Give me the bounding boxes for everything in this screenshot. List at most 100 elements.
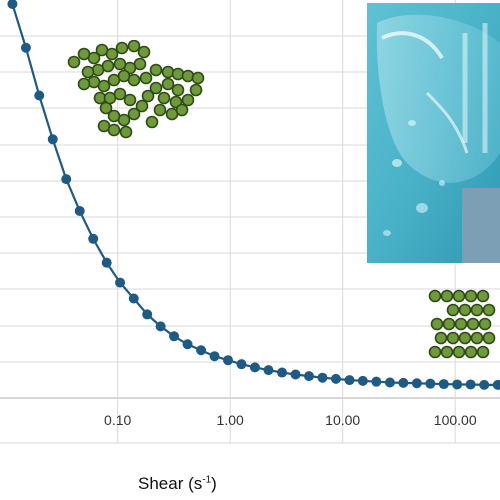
tangled-polymer-illustration bbox=[67, 40, 205, 139]
data-point bbox=[88, 233, 99, 244]
polymer-bead bbox=[115, 41, 129, 55]
data-point bbox=[465, 379, 476, 390]
data-point bbox=[317, 372, 328, 383]
data-point bbox=[492, 379, 500, 390]
polymer-bead bbox=[141, 89, 155, 103]
polymer-bead bbox=[428, 289, 442, 303]
polymer-bead bbox=[77, 77, 91, 91]
polymer-bead bbox=[149, 81, 163, 95]
polymer-bead bbox=[137, 45, 151, 59]
polymer-bead bbox=[464, 289, 478, 303]
data-point bbox=[277, 367, 288, 378]
x-axis-label-close: ) bbox=[211, 474, 217, 493]
polymer-bead bbox=[482, 303, 496, 317]
data-point bbox=[20, 42, 31, 53]
x-tick-label: 10.00 bbox=[325, 412, 361, 428]
data-point bbox=[74, 205, 85, 216]
polymer-bead bbox=[470, 303, 484, 317]
polymer-bead bbox=[161, 65, 175, 79]
polymer-bead bbox=[81, 65, 95, 79]
polymer-bead bbox=[440, 345, 454, 359]
polymer-bead bbox=[458, 303, 472, 317]
polymer-bead bbox=[97, 79, 111, 93]
polymer-bead bbox=[466, 317, 480, 331]
x-tick-label: 100.00 bbox=[433, 412, 477, 428]
data-point bbox=[438, 379, 449, 390]
x-axis-label-exponent: -1 bbox=[202, 474, 212, 486]
data-point bbox=[263, 365, 274, 376]
polymer-bead bbox=[153, 103, 167, 117]
series-points bbox=[7, 0, 500, 390]
polymer-bead bbox=[171, 67, 185, 81]
polymer-bead bbox=[127, 40, 141, 53]
polymer-bead bbox=[113, 87, 127, 101]
polymer-bead bbox=[458, 331, 472, 345]
data-point bbox=[142, 309, 153, 320]
data-point bbox=[169, 331, 180, 342]
polymer-bead bbox=[452, 345, 466, 359]
data-point bbox=[290, 369, 301, 380]
polymer-bead bbox=[452, 289, 466, 303]
polymer-bead bbox=[446, 331, 460, 345]
polymer-bead bbox=[454, 317, 468, 331]
data-point bbox=[223, 355, 234, 366]
data-point bbox=[330, 373, 341, 384]
polymer-bead bbox=[476, 289, 490, 303]
polymer-bead bbox=[434, 331, 448, 345]
data-point bbox=[155, 321, 166, 332]
polymer-bead bbox=[119, 125, 133, 139]
gel-bottle-photo bbox=[367, 3, 500, 263]
data-point bbox=[47, 134, 58, 145]
polymer-bead bbox=[161, 77, 175, 91]
x-axis-label: Shear (s-1) bbox=[138, 474, 217, 494]
polymer-bead bbox=[135, 99, 149, 113]
x-axis-label-text: Shear (s bbox=[138, 474, 203, 493]
data-point bbox=[425, 378, 436, 389]
polymer-bead bbox=[123, 93, 137, 107]
polymer-bead bbox=[476, 345, 490, 359]
polymer-bead bbox=[440, 289, 454, 303]
data-point bbox=[7, 0, 18, 9]
polymer-bead bbox=[191, 71, 205, 85]
data-point bbox=[357, 375, 368, 386]
x-tick-label: 1.00 bbox=[216, 412, 244, 428]
data-point bbox=[249, 362, 260, 373]
data-point bbox=[196, 345, 207, 356]
data-point bbox=[236, 359, 247, 370]
data-point bbox=[34, 90, 45, 101]
polymer-bead bbox=[149, 63, 163, 77]
data-point bbox=[115, 277, 126, 288]
data-point bbox=[384, 377, 395, 388]
polymer-bead bbox=[428, 345, 442, 359]
polymer-bead bbox=[139, 71, 153, 85]
data-point bbox=[128, 293, 139, 304]
data-point bbox=[411, 378, 422, 389]
polymer-bead bbox=[482, 331, 496, 345]
polymer-bead bbox=[127, 73, 141, 87]
polymer-bead bbox=[165, 107, 179, 121]
polymer-bead bbox=[145, 115, 159, 129]
polymer-bead bbox=[127, 107, 141, 121]
polymer-bead bbox=[430, 317, 444, 331]
polymer-bead bbox=[478, 317, 492, 331]
polymer-bead bbox=[107, 109, 121, 123]
polymer-bead bbox=[464, 345, 478, 359]
polymer-bead bbox=[189, 83, 203, 97]
polymer-bead bbox=[181, 93, 195, 107]
polymer-bead bbox=[87, 51, 101, 65]
data-point bbox=[101, 257, 112, 268]
data-point bbox=[452, 379, 463, 390]
data-point bbox=[344, 375, 355, 386]
x-tick-label: 0.10 bbox=[104, 412, 132, 428]
data-point bbox=[182, 339, 193, 350]
aligned-polymer-illustration bbox=[428, 289, 496, 359]
polymer-bead bbox=[446, 303, 460, 317]
polymer-bead bbox=[113, 57, 127, 71]
polymer-bead bbox=[470, 331, 484, 345]
data-point bbox=[398, 377, 409, 388]
data-point bbox=[209, 351, 220, 362]
data-point bbox=[304, 371, 315, 382]
polymer-bead bbox=[171, 83, 185, 97]
polymer-bead bbox=[442, 317, 456, 331]
